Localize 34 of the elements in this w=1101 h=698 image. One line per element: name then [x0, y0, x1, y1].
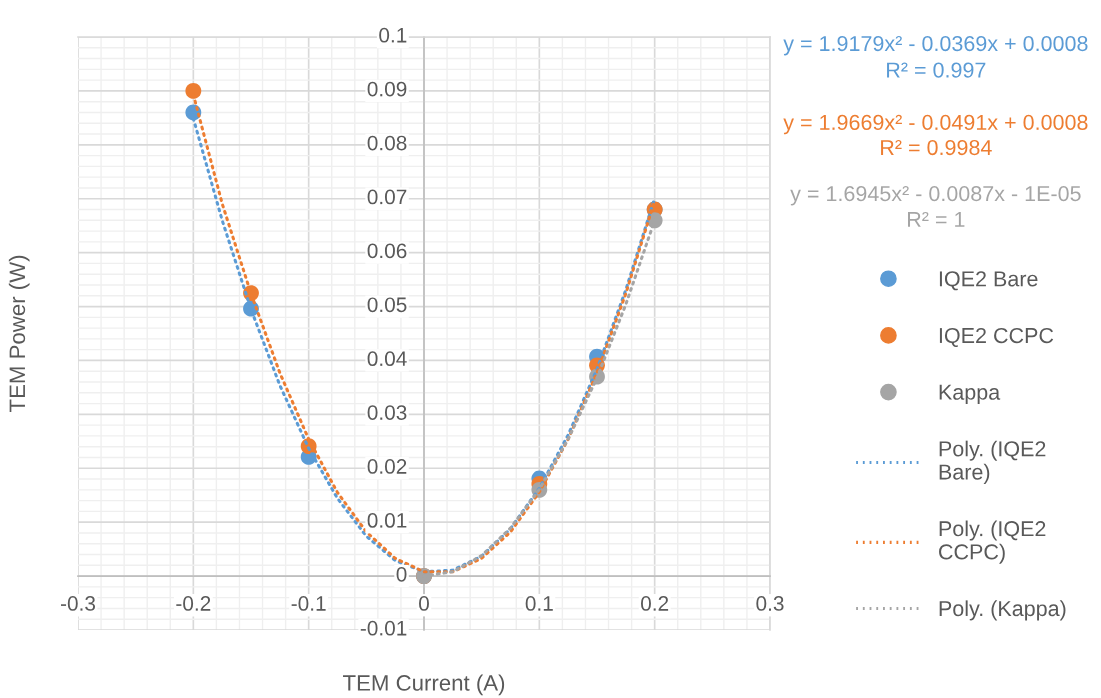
legend-label: IQE2 CCPC	[939, 327, 1054, 347]
x-tick-label: 0	[419, 596, 429, 611]
legend-label: Poly. (Kappa)	[939, 600, 1066, 621]
y-tick-label: 0.05	[367, 297, 407, 313]
x-tick-label: -0.2	[176, 596, 211, 611]
y-tick-label: 0.07	[367, 189, 407, 205]
x-tick-label: 0.1	[525, 596, 553, 611]
legend-label: Kappa	[939, 384, 1001, 405]
x-tick-label: -0.3	[60, 596, 96, 611]
y-tick-label: 0.02	[367, 459, 407, 474]
y-tick-label: 0	[396, 566, 407, 582]
legend-label: IQE2 Bare	[939, 271, 1038, 291]
text: y = 1.6945x² - 0.0087x - 1E-05	[790, 185, 1081, 206]
text: R² = 1	[908, 211, 965, 227]
y-tick-label: 0.03	[367, 405, 407, 420]
y-tick-label: 0.04	[367, 351, 407, 367]
text: R² = 0.9984	[881, 139, 992, 156]
text: y = 1.9179x² - 0.0369x + 0.0008	[783, 35, 1088, 56]
text: R² = 0.997	[887, 62, 986, 78]
y-tick-label: 0.01	[367, 513, 407, 528]
text: y = 1.9669x² - 0.0491x + 0.0008	[783, 114, 1088, 135]
x-tick-label: -0.1	[291, 596, 326, 611]
legend-label: Poly. (IQE2 CCPC)	[939, 520, 1046, 564]
y-tick-label: 0.09	[367, 81, 407, 97]
y-axis-title: TEM Power (W)	[8, 255, 30, 413]
x-axis-title: TEM Current (A)	[343, 674, 505, 696]
legend-label: Poly. (IQE2 Bare)	[939, 440, 1046, 484]
x-tick-label: 0.3	[756, 596, 784, 611]
y-tick-label: 0.08	[367, 135, 407, 151]
y-tick-label: 0.1	[379, 27, 407, 43]
x-tick-label: 0.2	[641, 596, 669, 611]
y-tick-label: -0.01	[360, 620, 407, 636]
point	[185, 82, 202, 99]
y-tick-label: 0.06	[367, 243, 407, 259]
